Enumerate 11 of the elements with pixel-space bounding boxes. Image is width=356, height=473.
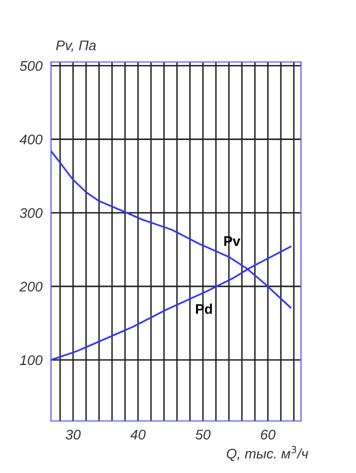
- x-tick-label: 60: [260, 430, 276, 440]
- y-tick-label: 100: [20, 355, 43, 366]
- y-tick-label: 500: [20, 61, 43, 71]
- x-tick-label: 40: [130, 430, 146, 440]
- x-tick-label: 50: [196, 430, 211, 440]
- x-axis-title: Q, тыс. м$^{3}$/ч: [226, 446, 308, 462]
- x-tick-label: 30: [66, 430, 81, 440]
- y-tick-label: 300: [20, 208, 43, 218]
- y-axis-title: Pv, Па: [56, 40, 96, 52]
- y-tick-label: 400: [20, 134, 43, 144]
- y-tick-label: 200: [19, 282, 43, 292]
